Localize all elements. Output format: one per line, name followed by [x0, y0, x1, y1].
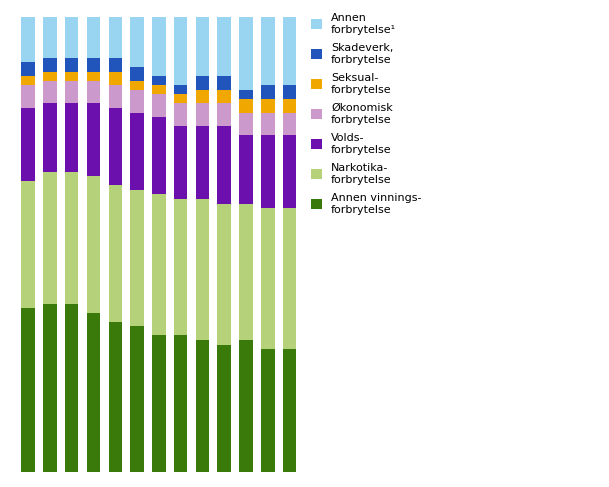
Bar — [217, 17, 231, 76]
Bar — [108, 72, 122, 85]
Bar — [152, 76, 166, 85]
Bar — [283, 208, 297, 349]
Bar — [195, 90, 209, 103]
Bar — [21, 62, 35, 76]
Bar — [217, 90, 231, 103]
Bar — [261, 85, 275, 99]
Bar — [217, 76, 231, 90]
Bar — [195, 126, 209, 199]
Bar — [43, 72, 57, 81]
Bar — [174, 336, 188, 472]
Bar — [86, 72, 100, 81]
Bar — [195, 103, 209, 126]
Bar — [283, 17, 297, 85]
Bar — [239, 99, 253, 112]
Bar — [43, 303, 57, 472]
Bar — [152, 194, 166, 336]
Bar — [130, 67, 144, 81]
Bar — [174, 85, 188, 94]
Bar — [283, 112, 297, 135]
Bar — [86, 81, 100, 103]
Bar — [239, 204, 253, 340]
Bar — [130, 112, 144, 190]
Bar — [21, 17, 35, 62]
Bar — [239, 90, 253, 99]
Bar — [65, 72, 79, 81]
Bar — [217, 204, 231, 345]
Bar — [283, 85, 297, 99]
Bar — [65, 81, 79, 103]
Bar — [43, 81, 57, 103]
Bar — [43, 17, 57, 58]
Bar — [239, 340, 253, 472]
Bar — [21, 181, 35, 308]
Bar — [43, 58, 57, 72]
Bar — [130, 326, 144, 472]
Bar — [239, 112, 253, 135]
Bar — [108, 17, 122, 58]
Bar — [239, 17, 253, 90]
Bar — [43, 103, 57, 171]
Bar — [261, 208, 275, 349]
Bar — [108, 108, 122, 186]
Bar — [21, 85, 35, 108]
Bar — [86, 313, 100, 472]
Bar — [152, 94, 166, 117]
Bar — [108, 186, 122, 322]
Bar — [65, 103, 79, 171]
Bar — [217, 126, 231, 204]
Bar — [261, 112, 275, 135]
Bar — [86, 58, 100, 72]
Bar — [283, 349, 297, 472]
Bar — [130, 81, 144, 90]
Bar — [86, 176, 100, 313]
Bar — [261, 135, 275, 208]
Bar — [65, 171, 79, 303]
Bar — [195, 76, 209, 90]
Bar — [86, 103, 100, 176]
Bar — [86, 17, 100, 58]
Legend: Annen
forbrytelse¹, Skadeverk,
forbrytelse, Seksual-
forbrytelse, Økonomisk
forb: Annen forbrytelse¹, Skadeverk, forbrytel… — [311, 14, 421, 215]
Bar — [108, 58, 122, 72]
Bar — [283, 135, 297, 208]
Bar — [174, 126, 188, 199]
Bar — [21, 308, 35, 472]
Bar — [174, 94, 188, 103]
Bar — [152, 336, 166, 472]
Bar — [21, 108, 35, 181]
Bar — [130, 190, 144, 326]
Bar — [195, 340, 209, 472]
Bar — [195, 199, 209, 340]
Bar — [152, 85, 166, 94]
Bar — [283, 99, 297, 112]
Bar — [65, 303, 79, 472]
Bar — [195, 17, 209, 76]
Bar — [174, 199, 188, 336]
Bar — [239, 135, 253, 204]
Bar — [43, 171, 57, 303]
Bar — [217, 103, 231, 126]
Bar — [65, 58, 79, 72]
Bar — [261, 99, 275, 112]
Bar — [261, 17, 275, 85]
Bar — [130, 90, 144, 112]
Bar — [261, 349, 275, 472]
Bar — [217, 345, 231, 472]
Bar — [108, 322, 122, 472]
Bar — [108, 85, 122, 108]
Bar — [152, 17, 166, 76]
Bar — [65, 17, 79, 58]
Bar — [130, 17, 144, 67]
Bar — [21, 76, 35, 85]
Bar — [174, 17, 188, 85]
Bar — [174, 103, 188, 126]
Bar — [152, 117, 166, 194]
